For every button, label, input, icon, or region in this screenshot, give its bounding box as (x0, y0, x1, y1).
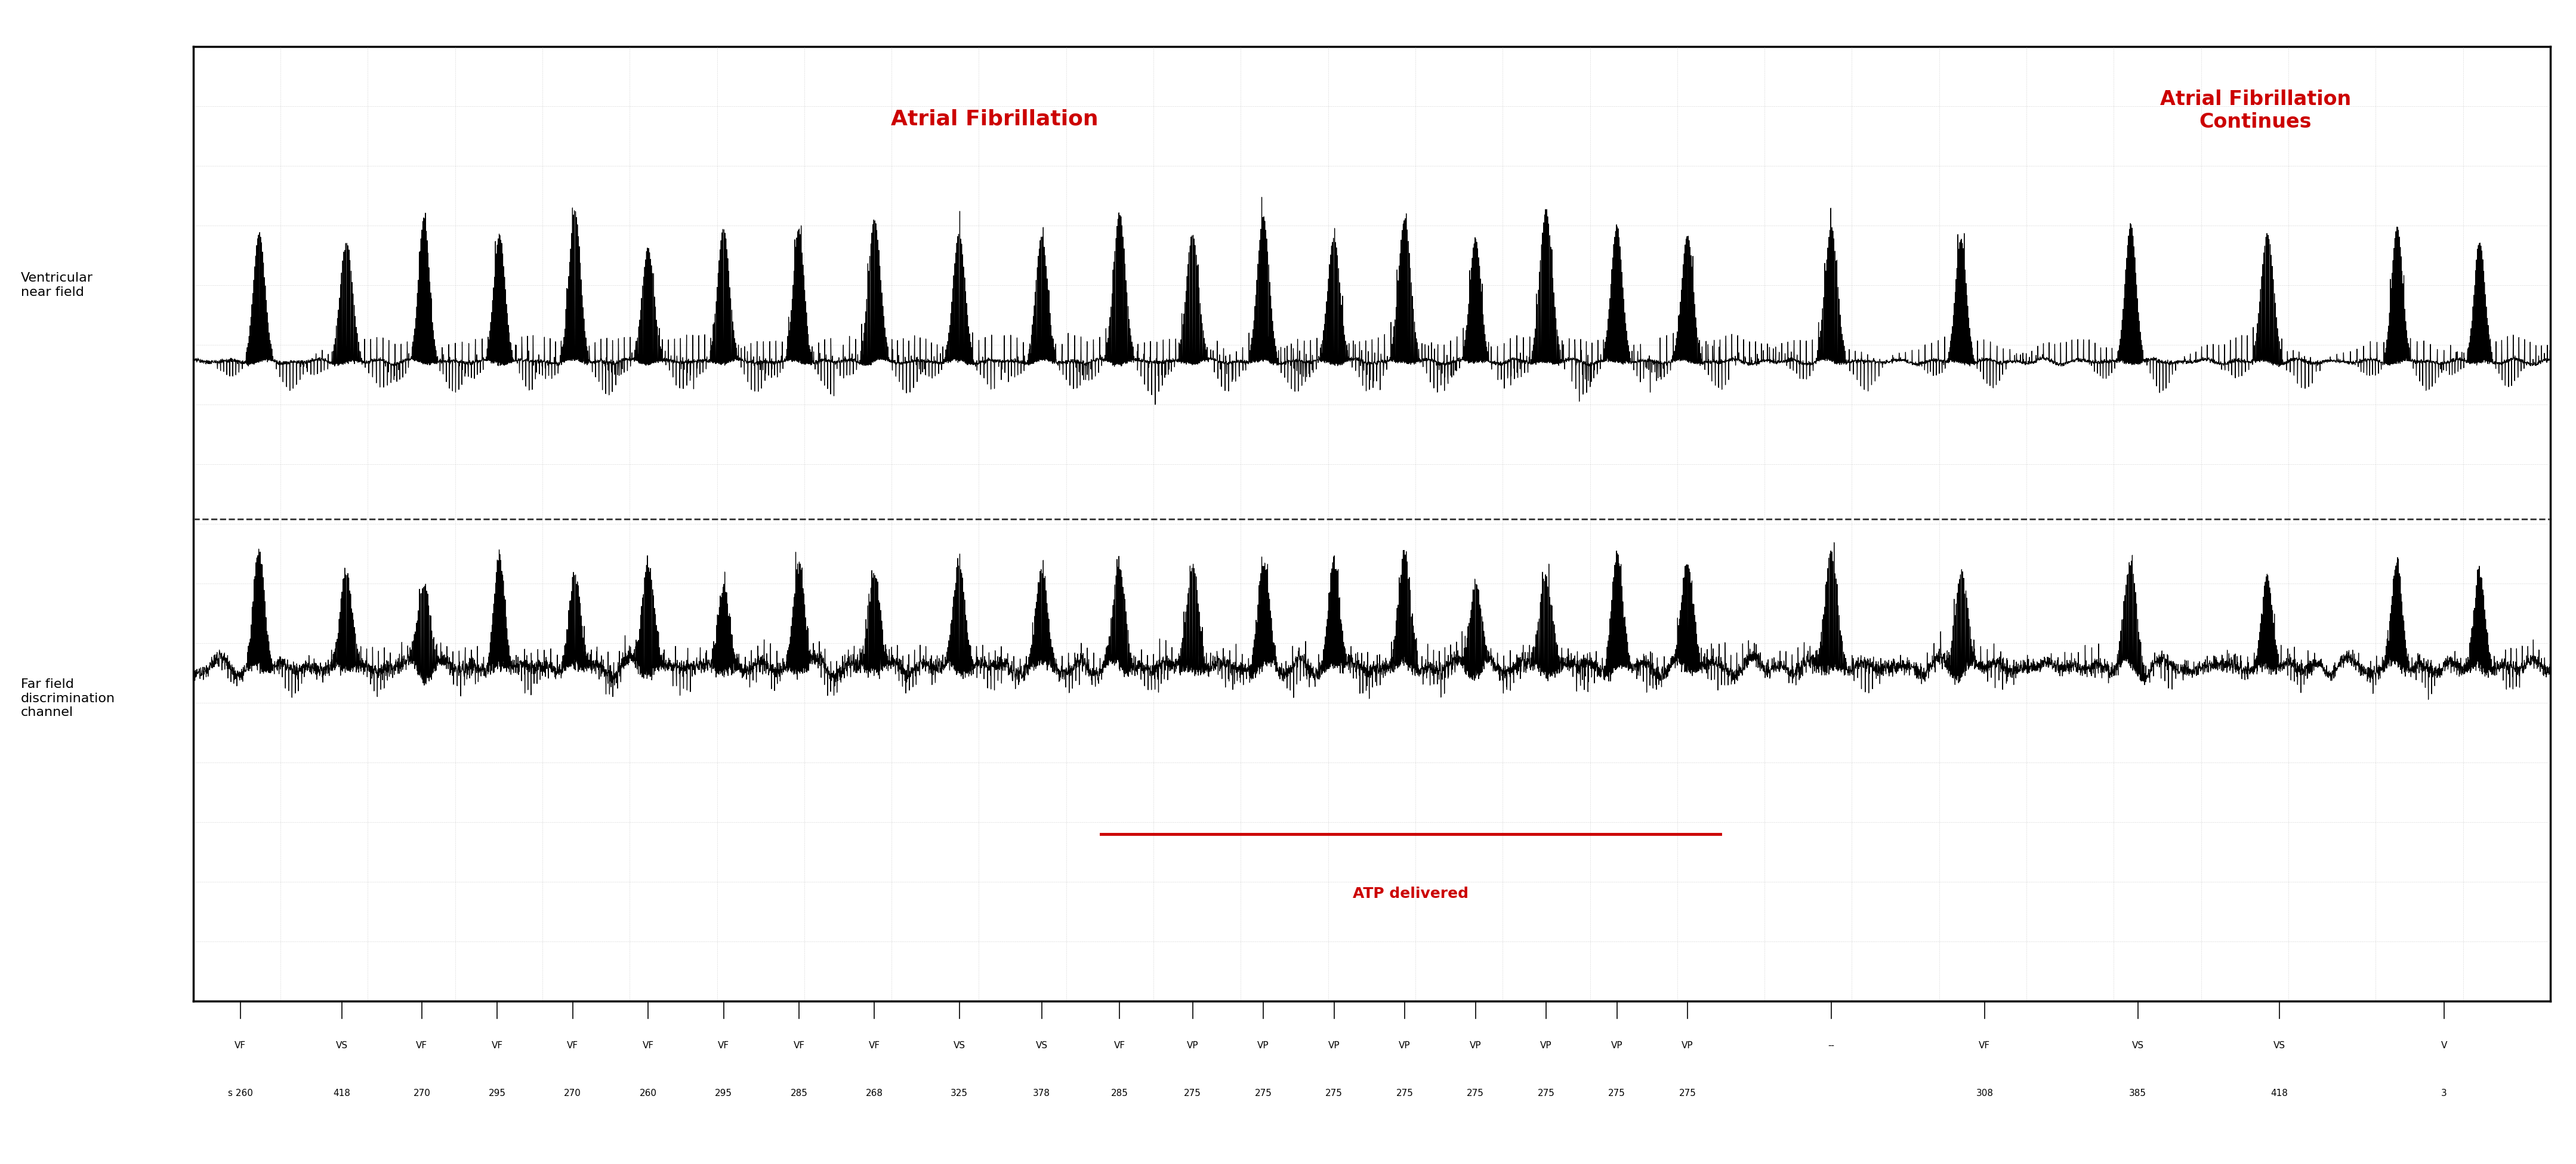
Text: 260: 260 (639, 1088, 657, 1098)
Text: VF: VF (1113, 1041, 1126, 1050)
Text: VS: VS (2133, 1041, 2143, 1050)
Text: s 260: s 260 (227, 1088, 252, 1098)
Text: VS: VS (2272, 1041, 2285, 1050)
Text: 325: 325 (951, 1088, 969, 1098)
Text: VF: VF (417, 1041, 428, 1050)
Text: 295: 295 (716, 1088, 732, 1098)
Text: Atrial Fibrillation
Continues: Atrial Fibrillation Continues (2161, 90, 2352, 132)
Text: 385: 385 (2130, 1088, 2146, 1098)
Text: 3: 3 (2442, 1088, 2447, 1098)
Text: V: V (2442, 1041, 2447, 1050)
Text: VP: VP (1188, 1041, 1198, 1050)
Text: 295: 295 (489, 1088, 505, 1098)
Text: 378: 378 (1033, 1088, 1051, 1098)
Text: 275: 275 (1255, 1088, 1273, 1098)
Text: 275: 275 (1185, 1088, 1200, 1098)
Text: VF: VF (492, 1041, 502, 1050)
Text: VF: VF (567, 1041, 580, 1050)
Text: VF: VF (641, 1041, 654, 1050)
Text: VP: VP (1540, 1041, 1551, 1050)
Text: Far field
discrimination
channel: Far field discrimination channel (21, 679, 116, 718)
Text: VP: VP (1257, 1041, 1270, 1050)
Text: VS: VS (335, 1041, 348, 1050)
Text: VP: VP (1329, 1041, 1340, 1050)
Text: 275: 275 (1607, 1088, 1625, 1098)
Text: --: -- (1829, 1041, 1834, 1050)
Text: VP: VP (1399, 1041, 1412, 1050)
Text: 418: 418 (2269, 1088, 2287, 1098)
Text: 275: 275 (1538, 1088, 1556, 1098)
Text: 275: 275 (1396, 1088, 1414, 1098)
Text: 275: 275 (1466, 1088, 1484, 1098)
Text: VP: VP (1682, 1041, 1692, 1050)
Text: 268: 268 (866, 1088, 884, 1098)
Text: 270: 270 (564, 1088, 582, 1098)
Text: 270: 270 (412, 1088, 430, 1098)
Text: VF: VF (1978, 1041, 1991, 1050)
Text: VF: VF (719, 1041, 729, 1050)
Text: VP: VP (1468, 1041, 1481, 1050)
Text: VS: VS (953, 1041, 966, 1050)
Text: VF: VF (234, 1041, 247, 1050)
Text: 275: 275 (1327, 1088, 1342, 1098)
Text: Ventricular
near field: Ventricular near field (21, 272, 93, 298)
Text: 418: 418 (332, 1088, 350, 1098)
Text: VS: VS (1036, 1041, 1048, 1050)
Text: 285: 285 (1110, 1088, 1128, 1098)
Text: VP: VP (1610, 1041, 1623, 1050)
Text: VF: VF (868, 1041, 881, 1050)
Text: ATP delivered: ATP delivered (1352, 887, 1468, 901)
Text: Atrial Fibrillation: Atrial Fibrillation (891, 108, 1097, 129)
Text: 285: 285 (791, 1088, 806, 1098)
Text: 275: 275 (1680, 1088, 1695, 1098)
Text: 308: 308 (1976, 1088, 1994, 1098)
Text: VF: VF (793, 1041, 804, 1050)
